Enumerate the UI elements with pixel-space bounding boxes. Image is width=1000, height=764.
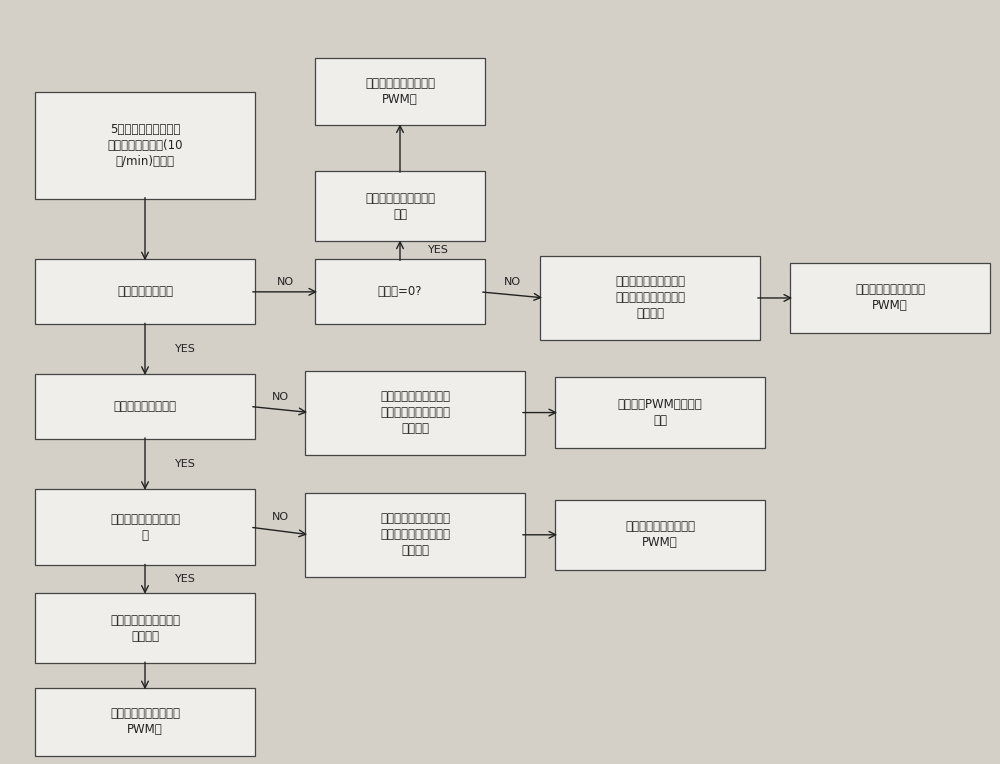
Text: 输出占空比缓慢减少的
PWM波: 输出占空比缓慢减少的 PWM波: [625, 520, 695, 549]
FancyBboxPatch shape: [315, 260, 485, 324]
Text: 当前有无火花发生: 当前有无火花发生: [117, 285, 173, 299]
Text: 输出电压与给定电压值
电压正好相等且火花偏
差率为零: 输出电压与给定电压值 电压正好相等且火花偏 差率为零: [380, 390, 450, 435]
FancyBboxPatch shape: [35, 260, 255, 324]
Text: 火花数=0?: 火花数=0?: [378, 285, 422, 299]
Text: 输出电压与给定电压值
电压正好相等但电压偏
差率较小: 输出电压与给定电压值 电压正好相等但电压偏 差率较小: [615, 276, 685, 320]
FancyBboxPatch shape: [35, 92, 255, 199]
Text: 维持当前PWM波占空比
不变: 维持当前PWM波占空比 不变: [618, 398, 702, 427]
Text: NO: NO: [504, 277, 521, 287]
Text: 火花次数大于设定值: 火花次数大于设定值: [114, 400, 176, 413]
Text: 火花次数远远大于设定
值: 火花次数远远大于设定 值: [110, 513, 180, 542]
Text: 输出电压与给定电压值
电压正好相等但电压偏
差率较大: 输出电压与给定电压值 电压正好相等但电压偏 差率较大: [380, 513, 450, 557]
FancyBboxPatch shape: [540, 256, 760, 340]
FancyBboxPatch shape: [555, 500, 765, 570]
FancyBboxPatch shape: [35, 489, 255, 565]
Text: YES: YES: [428, 245, 449, 255]
Text: YES: YES: [175, 344, 196, 354]
Text: NO: NO: [271, 391, 289, 402]
FancyBboxPatch shape: [305, 493, 525, 577]
FancyBboxPatch shape: [555, 377, 765, 448]
FancyBboxPatch shape: [35, 593, 255, 663]
FancyBboxPatch shape: [305, 371, 525, 455]
Text: 输出占空比快速增大的
PWM波: 输出占空比快速增大的 PWM波: [365, 77, 435, 106]
Text: 5分钟检测最近一分钟
火花次数与设定值(10
次/min)的比较: 5分钟检测最近一分钟 火花次数与设定值(10 次/min)的比较: [107, 123, 183, 167]
Text: NO: NO: [276, 277, 294, 287]
Text: 输出电压比给定电压值
电压偏高: 输出电压比给定电压值 电压偏高: [110, 613, 180, 643]
FancyBboxPatch shape: [315, 171, 485, 241]
Text: 输出电压比给定电压值
偏低: 输出电压比给定电压值 偏低: [365, 192, 435, 221]
FancyBboxPatch shape: [35, 688, 255, 756]
Text: 输出占空比快速减少的
PWM波: 输出占空比快速减少的 PWM波: [110, 707, 180, 736]
Text: NO: NO: [271, 512, 289, 523]
FancyBboxPatch shape: [35, 374, 255, 439]
Text: YES: YES: [175, 574, 196, 584]
Text: 输出占空比缓慢增大的
PWM波: 输出占空比缓慢增大的 PWM波: [855, 283, 925, 312]
FancyBboxPatch shape: [790, 263, 990, 333]
FancyBboxPatch shape: [315, 58, 485, 125]
Text: YES: YES: [175, 459, 196, 469]
